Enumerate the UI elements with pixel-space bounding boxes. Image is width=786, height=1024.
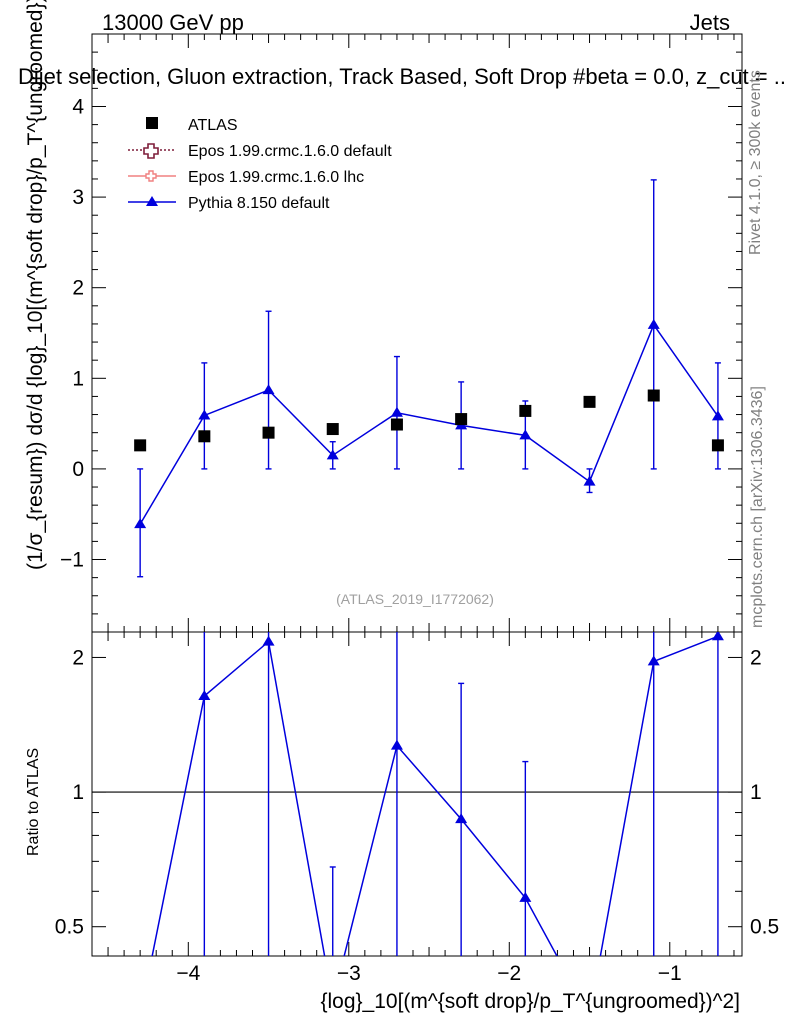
ratio-point [390, 739, 403, 750]
main-y-tick-label: 1 [72, 367, 84, 390]
pythia-point [326, 449, 339, 460]
x-tick-label: −3 [337, 962, 361, 985]
ratio-y-tick-label-right: 1 [750, 781, 762, 804]
x-tick-label: −4 [176, 962, 200, 985]
pythia-point [583, 475, 596, 486]
energy-label: 13000 GeV pp [102, 10, 244, 35]
ratio-point [455, 813, 468, 824]
main-y-tick-label: −1 [60, 549, 84, 572]
main-y-axis-title: (1/σ_{resum}) dσ/d {log}_10[(m^{soft dro… [24, 0, 47, 570]
x-tick-label: −2 [497, 962, 521, 985]
legend-label-atlas: ATLAS [188, 117, 238, 134]
plot-title: Dijet selection, Gluon extraction, Track… [18, 64, 786, 89]
atlas-data-point [390, 418, 403, 431]
legend-label-epos-lhc: Epos 1.99.crmc.1.6.0 lhc [188, 169, 364, 186]
legend-label-epos-default: Epos 1.99.crmc.1.6.0 default [188, 143, 392, 160]
pythia-line [139, 323, 719, 525]
legend-marker-epos-default [143, 143, 159, 159]
x-tick-label: −1 [658, 962, 682, 985]
atlas-data-point [262, 426, 275, 439]
ratio-y-tick-label: 1 [72, 781, 84, 804]
ratio-point [262, 635, 275, 646]
ratio-point [647, 655, 660, 666]
ratio-y-tick-label: 2 [72, 646, 84, 669]
ratio-marks [151, 632, 724, 956]
legend-marker-pythia [146, 196, 158, 206]
legend: ATLAS Epos 1.99.crmc.1.6.0 default Epos … [128, 117, 392, 212]
ratio-y-tick-label-right: 2 [750, 646, 762, 669]
main-marks [134, 179, 724, 578]
mcplots-label: mcplots.cern.ch [arXiv:1306.3436] [749, 386, 766, 628]
process-label: Jets [690, 10, 730, 35]
pythia-point [390, 406, 403, 417]
ratio-point [198, 689, 211, 700]
ratio-y-tick-label: 0.5 [55, 916, 84, 939]
atlas-data-point [326, 423, 339, 436]
legend-marker-epos-lhc [145, 170, 157, 182]
main-y-tick-label: 3 [72, 186, 84, 209]
ratio-point [711, 632, 724, 641]
atlas-data-point [134, 439, 147, 452]
main-y-tick-label: 0 [72, 458, 84, 481]
ratio-y-tick-label-right: 0.5 [750, 916, 779, 939]
ratio-point [519, 891, 532, 902]
atlas-data-point [711, 439, 724, 452]
atlas-data-point [455, 413, 468, 426]
ratio-y-axis-title: Ratio to ATLAS [25, 748, 42, 856]
pythia-point [262, 384, 275, 395]
pythia-point [519, 429, 532, 440]
ratio-line [151, 635, 719, 956]
main-y-tick-label: 4 [72, 95, 84, 118]
pythia-point [647, 318, 660, 329]
rivet-label: Rivet 4.1.0, ≥ 300k events [747, 70, 764, 255]
pythia-point [198, 409, 211, 420]
legend-label-pythia: Pythia 8.150 default [188, 195, 330, 212]
ratio-plot-frame [91, 631, 743, 957]
analysis-id: (ATLAS_2019_I1772062) [336, 591, 494, 607]
atlas-data-point [583, 395, 596, 408]
x-axis-title: {log}_10[(m^{soft drop}/p_T^{ungroomed})… [320, 990, 740, 1013]
pythia-point [134, 518, 147, 529]
atlas-data-point [198, 430, 211, 443]
main-y-tick-label: 2 [72, 277, 84, 300]
legend-marker-atlas [146, 117, 158, 129]
atlas-data-point [647, 389, 660, 402]
pythia-point [711, 410, 724, 421]
atlas-data-point [519, 404, 532, 417]
